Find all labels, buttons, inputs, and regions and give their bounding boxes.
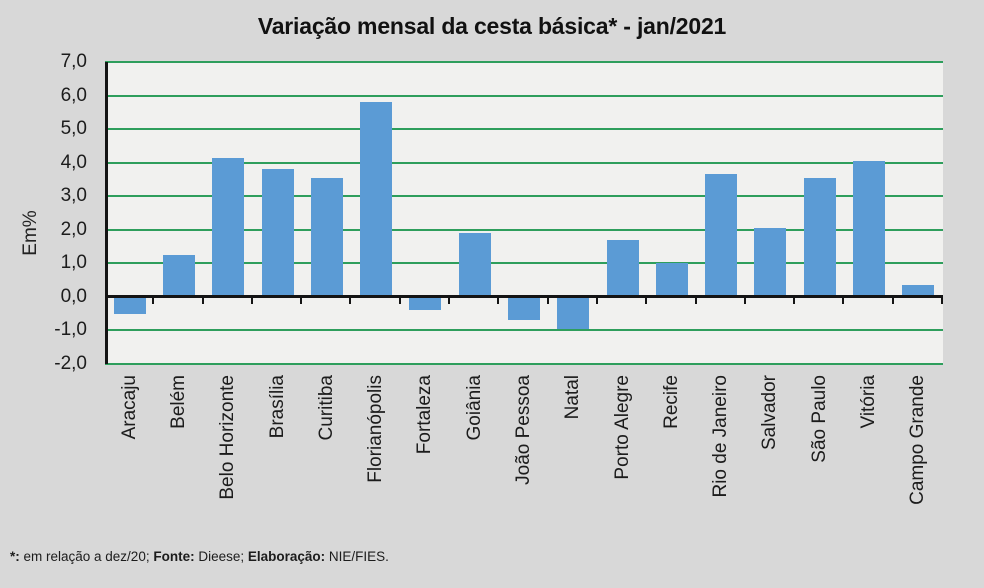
y-axis-line (105, 62, 108, 364)
bar-brasilia (261, 169, 294, 297)
axis-tick (398, 298, 401, 305)
bar-goiania (458, 233, 491, 297)
y-tick-label: -2,0 (54, 353, 87, 374)
axis-tick (694, 298, 697, 305)
gridline (105, 329, 943, 332)
bar-rio-de-janeiro (705, 174, 738, 297)
axis-tick (497, 298, 500, 305)
gridline (105, 161, 943, 164)
x-label-sao-paulo: São Paulo (808, 375, 830, 463)
bar-natal (557, 296, 590, 329)
axis-tick (793, 298, 796, 305)
axis-tick (941, 298, 943, 305)
footnote-label: *: (10, 549, 20, 564)
bar-belem (162, 254, 195, 297)
footnote-text: NIE/FIES. (325, 549, 389, 564)
footnote-text: Dieese; (194, 549, 248, 564)
axis-tick (891, 298, 894, 305)
gridline (105, 94, 943, 97)
y-tick-label: 4,0 (60, 151, 87, 173)
x-label-porto-alegre: Porto Alegre (611, 375, 633, 480)
x-label-rio-de-janeiro: Rio de Janeiro (710, 375, 732, 498)
axis-tick (842, 298, 845, 305)
axis-tick (743, 298, 746, 305)
y-tick-label: -1,0 (54, 319, 87, 341)
y-tick-label: 3,0 (60, 185, 87, 207)
axis-tick (645, 298, 648, 305)
x-label-belem: Belém (167, 375, 189, 429)
axis-tick (448, 298, 451, 305)
bar-aracaju (113, 296, 146, 314)
x-label-salvador: Salvador (759, 375, 781, 450)
footnote-text: em relação a dez/20; (19, 549, 154, 564)
x-label-belo-horizonte: Belo Horizonte (217, 375, 239, 500)
x-label-brasilia: Brasília (266, 375, 288, 439)
chart-title: Variação mensal da cesta básica* - jan/2… (257, 13, 727, 39)
axis-tick (201, 298, 204, 305)
y-tick-label: 0,0 (60, 285, 87, 307)
x-label-vitoria: Vitória (858, 375, 880, 429)
axis-tick (349, 298, 352, 305)
x-label-goiania: Goiânia (463, 375, 485, 441)
gridline (105, 128, 943, 131)
y-tick-label: 6,0 (60, 84, 87, 106)
axis-tick (300, 298, 303, 305)
footnote-label: Fonte: (153, 549, 195, 564)
x-label-fortaleza: Fortaleza (414, 375, 436, 455)
axis-tick (595, 298, 598, 305)
bar-joao-pessoa (508, 296, 540, 321)
bar-sao-paulo (803, 177, 836, 297)
y-tick-label: 2,0 (60, 218, 87, 240)
x-axis-line (105, 295, 943, 299)
axis-tick (250, 298, 253, 305)
gridline (105, 262, 943, 265)
gridline (105, 61, 943, 63)
axis-tick (152, 298, 155, 305)
y-tick-label: 1,0 (60, 252, 87, 274)
bar-florianopolis (360, 102, 393, 297)
gridline (105, 363, 943, 365)
footnote: *: em relação a dez/20; Fonte: Dieese; E… (10, 549, 970, 564)
bar-belo-horizonte (212, 157, 245, 297)
x-label-aracaju: Aracaju (118, 375, 140, 440)
bar-porto-alegre (606, 239, 639, 297)
gridline (105, 195, 943, 198)
x-label-curitiba: Curitiba (315, 375, 337, 441)
bar-fortaleza (409, 296, 442, 311)
bar-salvador (754, 228, 787, 297)
plot-area (105, 61, 943, 365)
axis-tick (546, 298, 549, 305)
x-label-florianopolis: Florianópolis (365, 375, 387, 483)
x-label-natal: Natal (562, 375, 584, 420)
y-tick-label: 5,0 (60, 118, 87, 140)
footnote-label: Elaboração: (247, 549, 326, 564)
bar-vitoria (853, 160, 886, 297)
bar-curitiba (310, 177, 343, 297)
x-label-campo-grande: Campo Grande (907, 375, 929, 505)
x-label-joao-pessoa: João Pessoa (513, 375, 534, 485)
bar-campo-grande (902, 285, 935, 297)
gridline (105, 228, 943, 231)
bar-recife (655, 263, 688, 297)
x-label-recife: Recife (660, 375, 682, 429)
y-tick-label: 7,0 (60, 51, 87, 72)
